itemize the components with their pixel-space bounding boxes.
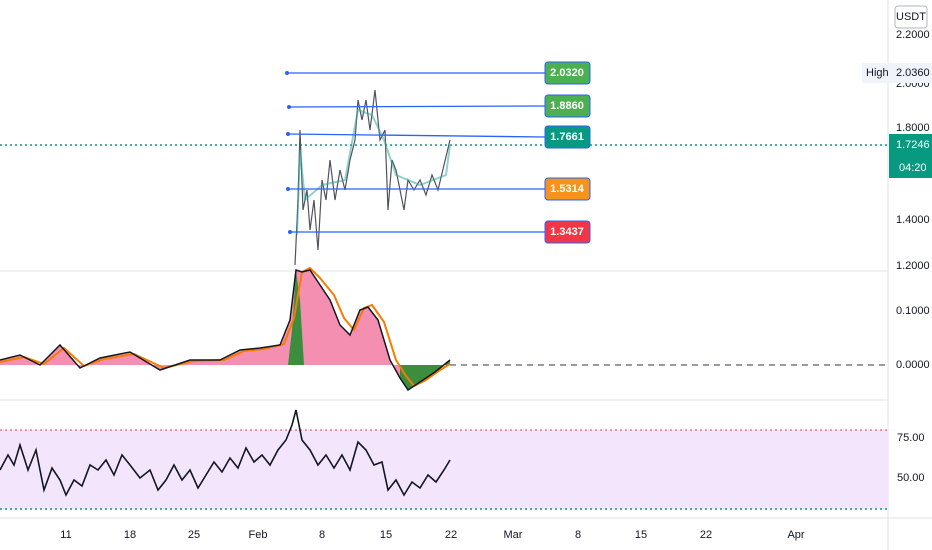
time-tick: 15 bbox=[380, 529, 392, 541]
price-bodies bbox=[296, 108, 451, 236]
time-tick: 11 bbox=[60, 529, 71, 541]
price-tick: 2.2000 bbox=[896, 29, 930, 41]
oscillator-area-green bbox=[400, 360, 450, 390]
price-series bbox=[294, 89, 451, 266]
price-tick: 1.2000 bbox=[896, 260, 930, 272]
level-label: 1.8860 bbox=[550, 100, 584, 112]
level-label: 1.7661 bbox=[550, 131, 584, 143]
oscillator-line bbox=[0, 268, 451, 392]
time-tick: 25 bbox=[188, 529, 200, 541]
level-badge bbox=[544, 61, 591, 85]
price-tick: 1.8000 bbox=[896, 122, 930, 134]
rsi-tick: 50.00 bbox=[897, 472, 925, 484]
level-label: 1.5314 bbox=[550, 183, 585, 195]
rsi-tick: 75.00 bbox=[897, 432, 925, 444]
last-price-badge bbox=[889, 134, 932, 178]
high-value: 2.0360 bbox=[896, 67, 930, 79]
oscillator-area-green bbox=[288, 270, 304, 365]
countdown: 04:20 bbox=[899, 162, 927, 174]
oscillator-area bbox=[0, 270, 450, 390]
time-tick: Mar bbox=[504, 529, 523, 541]
currency-badge bbox=[894, 5, 928, 29]
level-label: 2.0320 bbox=[550, 67, 584, 79]
rsi-line bbox=[0, 409, 451, 497]
time-tick: Feb bbox=[249, 529, 268, 541]
level-badge bbox=[544, 177, 591, 201]
oscillator-tick: 0.0000 bbox=[896, 359, 930, 371]
time-axis: 11 18 25 Feb 8 15 22 Mar 8 15 22 Apr bbox=[60, 529, 805, 541]
level-badge bbox=[544, 125, 591, 149]
level-label: 1.3437 bbox=[550, 226, 584, 238]
time-tick: 22 bbox=[700, 529, 712, 541]
time-tick: Apr bbox=[787, 529, 804, 541]
high-badge bbox=[862, 63, 932, 83]
level-anchors bbox=[285, 71, 292, 234]
last-price: 1.7246 bbox=[896, 139, 930, 151]
time-tick: 18 bbox=[124, 529, 136, 541]
level-lines bbox=[287, 72, 546, 233]
level-badge bbox=[544, 94, 591, 118]
price-tick: 1.4000 bbox=[896, 214, 930, 226]
currency: USDT bbox=[896, 11, 926, 23]
time-tick: 8 bbox=[575, 529, 581, 541]
time-tick: 8 bbox=[319, 529, 325, 541]
level-badge bbox=[544, 220, 591, 244]
time-tick: 22 bbox=[445, 529, 457, 541]
time-tick: 15 bbox=[635, 529, 647, 541]
high-label: High bbox=[866, 67, 889, 79]
oscillator-tick: 0.1000 bbox=[896, 305, 930, 317]
